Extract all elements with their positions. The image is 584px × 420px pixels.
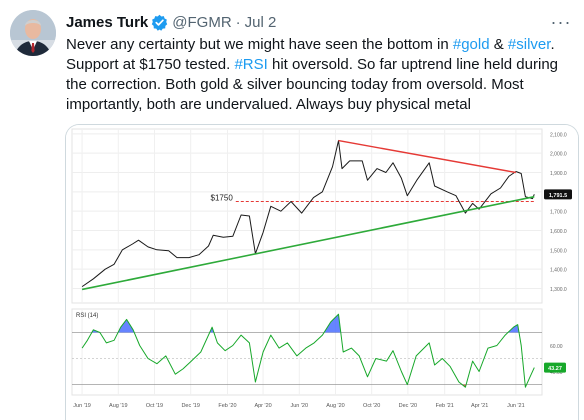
downtrend-line (338, 139, 517, 174)
x-tick-label: Oct '20 (363, 403, 380, 409)
price-tick-label: 1,700.0 (550, 210, 567, 216)
hashtag-link[interactable]: #RSI (234, 56, 268, 73)
rsi-overbought-fill (508, 324, 519, 333)
price-tick-label: 1,400.0 (550, 268, 567, 274)
price-tick-label: 1,500.0 (550, 248, 567, 254)
price-tick-label: 1,600.0 (550, 229, 567, 235)
x-tick-label: Jun '19 (73, 403, 91, 409)
x-tick-label: Jun '20 (290, 403, 308, 409)
rsi-pane (71, 308, 543, 396)
tweet-media-chart[interactable]: 1,300.01,400.01,500.01,600.01,700.01,800… (65, 124, 579, 420)
x-tick-label: Feb '21 (436, 403, 454, 409)
avatar-image (10, 10, 56, 56)
tweet-text-segment: & (489, 36, 508, 53)
rsi-series-line (81, 313, 535, 388)
x-tick-label: Dec '20 (399, 403, 417, 409)
avatar[interactable] (10, 10, 56, 56)
x-tick-label: Apr '21 (471, 403, 488, 409)
author-name[interactable]: James Turk (66, 13, 149, 31)
more-options-icon[interactable]: ··· (550, 11, 572, 32)
x-tick-label: Dec '19 (181, 403, 199, 409)
x-tick-label: Oct '19 (146, 403, 163, 409)
tweet-text-segment: hit oversold. So far uptrend line held d… (66, 56, 559, 113)
tweet-date[interactable]: Jul 2 (244, 13, 277, 31)
x-tick-label: Aug '20 (326, 403, 344, 409)
rsi-tick-label: 60.00 (550, 344, 563, 350)
last-price-badge (544, 189, 572, 200)
price-series-line (81, 140, 535, 288)
rsi-tick-label: 40.00 (550, 370, 563, 376)
tweet-header: James Turk @FGMR · Jul 2 ··· (66, 11, 572, 33)
price-tick-label: 2,000.0 (550, 152, 567, 158)
author-handle[interactable]: @FGMR (172, 13, 232, 31)
last-price-label: 1,791.5 (549, 193, 567, 199)
tweet-text-segment: . Support at $1750 tested. (66, 36, 555, 73)
rsi-value-label: 43.27 (548, 366, 562, 372)
gold-price-chart: 1,300.01,400.01,500.01,600.01,700.01,800… (66, 125, 578, 420)
rsi-overbought-fill (118, 319, 135, 333)
x-tick-label: Feb '20 (218, 403, 236, 409)
x-tick-label: Jun '21 (507, 403, 525, 409)
separator-dot: · (235, 13, 241, 31)
price-tick-label: 2,100.0 (550, 132, 567, 138)
verified-badge-icon (152, 14, 168, 31)
price-pane (71, 128, 543, 304)
price-tick-label: 1,300.0 (550, 287, 567, 293)
price-tick-label: 1,900.0 (550, 171, 567, 177)
hashtag-link[interactable]: #silver (507, 36, 551, 53)
x-tick-label: Apr '20 (254, 403, 271, 409)
x-tick-label: Aug '19 (109, 403, 127, 409)
tweet-text-segment: Never any certainty but we might have se… (66, 36, 453, 53)
rsi-value-badge (544, 362, 566, 373)
tweet-text: Never any certainty but we might have se… (66, 35, 576, 115)
support-label: $1750 (211, 194, 234, 203)
rsi-title: RSI (14) (76, 313, 98, 319)
hashtag-link[interactable]: #gold (452, 36, 490, 53)
rsi-overbought-fill (324, 314, 341, 333)
uptrend-line (81, 195, 535, 291)
